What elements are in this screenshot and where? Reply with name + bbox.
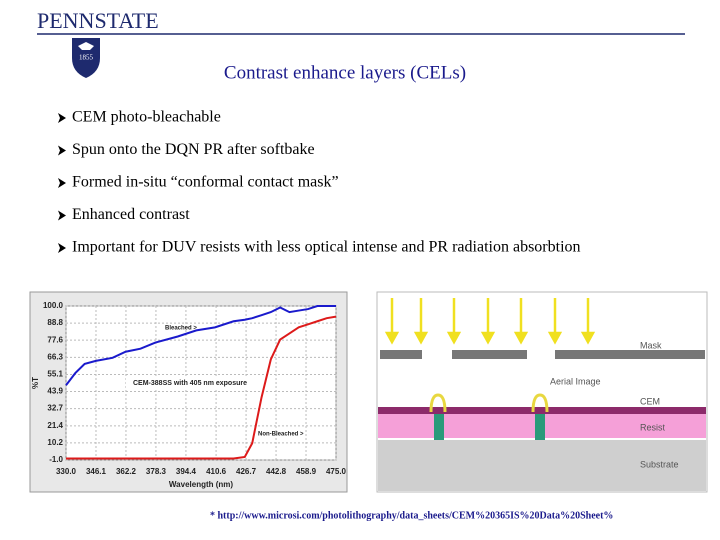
y-tick-label: 32.7 bbox=[47, 404, 63, 413]
diagram-label: Aerial Image bbox=[550, 376, 601, 386]
x-tick-label: 475.0 bbox=[326, 467, 347, 476]
mask-bar bbox=[452, 350, 527, 359]
mask-bar bbox=[380, 350, 422, 359]
diagram-label: Substrate bbox=[640, 459, 679, 469]
chart: -1.0 10.2 21.4 32.7 43.9 55.1 66.3 77.6 88.8 100.… bbox=[31, 301, 346, 489]
chart-annotation: CEM-388SS with 405 nm exposure bbox=[133, 380, 247, 387]
series-line bbox=[66, 315, 337, 460]
series-label: Bleached > bbox=[165, 326, 197, 332]
bullet-marker bbox=[58, 145, 66, 156]
bullet-text: CEM photo-bleachable bbox=[72, 109, 221, 126]
logo: PENNSTATE bbox=[37, 8, 159, 33]
y-tick-label: 88.8 bbox=[47, 318, 63, 327]
shield-year: 1855 bbox=[79, 54, 94, 62]
x-axis-label: Wavelength (nm) bbox=[169, 480, 233, 489]
substrate bbox=[378, 440, 706, 491]
y-tick-label: 55.1 bbox=[47, 370, 63, 379]
bullet-marker bbox=[58, 210, 66, 221]
y-tick-label: 66.3 bbox=[47, 352, 63, 361]
y-tick-label: 43.9 bbox=[47, 387, 63, 396]
mask-bar bbox=[555, 350, 705, 359]
diagram-label: CEM bbox=[640, 396, 660, 406]
cem-layer bbox=[378, 407, 706, 414]
x-tick-label: 362.2 bbox=[116, 467, 137, 476]
y-tick-label: 10.2 bbox=[47, 438, 63, 447]
bullet-marker bbox=[58, 243, 66, 253]
x-tick-label: 426.7 bbox=[236, 467, 257, 476]
annotation-box bbox=[126, 377, 254, 389]
x-tick-label: 346.1 bbox=[86, 467, 107, 476]
exposed-resist bbox=[434, 414, 444, 440]
diagram bbox=[376, 291, 708, 493]
shield-lion bbox=[78, 42, 94, 50]
x-tick-label: 394.4 bbox=[176, 467, 197, 476]
footnote: * http://www.microsi.com/photolithograph… bbox=[210, 510, 613, 521]
diagram-label: Mask bbox=[640, 340, 662, 350]
bullet-list: CEM photo-bleachable Spun onto the DQN PR… bbox=[58, 109, 581, 256]
y-tick-label: -1.0 bbox=[49, 455, 63, 464]
x-tick-label: 330.0 bbox=[56, 467, 77, 476]
y-tick-label: 77.6 bbox=[47, 335, 63, 344]
bullet-marker bbox=[58, 113, 66, 123]
bullet-text: Formed in-situ “conformal contact mask” bbox=[72, 174, 339, 191]
slide-title: Contrast enhance layers (CELs) bbox=[224, 62, 466, 83]
bullet-text: Spun onto the DQN PR after softbake bbox=[72, 141, 315, 158]
diagram-labels: Mask Aerial Image CEM Resist Substrate bbox=[550, 340, 679, 469]
series-label: Non-Bleached > bbox=[258, 432, 304, 438]
y-tick-label: 21.4 bbox=[47, 421, 63, 430]
x-tick-label: 458.9 bbox=[296, 467, 317, 476]
x-tick-label: 410.6 bbox=[206, 467, 227, 476]
diagram-label: Resist bbox=[640, 422, 666, 432]
x-tick-label: 378.3 bbox=[146, 467, 167, 476]
bullet-text: Enhanced contrast bbox=[72, 206, 190, 223]
shield bbox=[72, 38, 100, 78]
series-line bbox=[65, 305, 336, 386]
bullet-marker bbox=[58, 178, 66, 188]
y-axis-label: %T bbox=[31, 377, 40, 389]
y-tick-label: 100.0 bbox=[43, 301, 64, 310]
exposed-resist bbox=[535, 414, 545, 440]
light-arrows bbox=[384, 298, 596, 345]
aerial-image bbox=[429, 393, 549, 413]
bullet-text: Important for DUV resists with less opti… bbox=[72, 239, 581, 256]
x-tick-label: 442.8 bbox=[266, 467, 287, 476]
